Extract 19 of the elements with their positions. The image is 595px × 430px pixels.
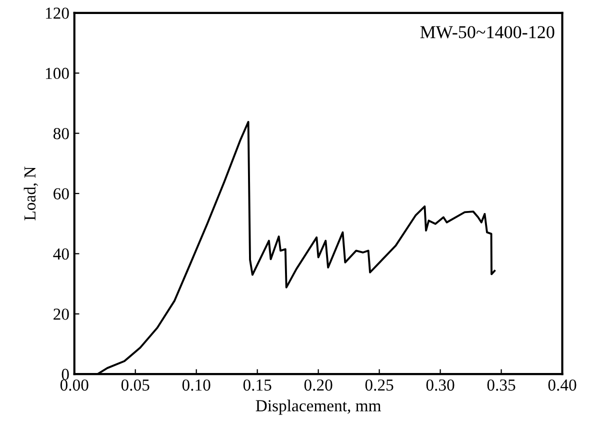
x-tick-label: 0.10 <box>182 379 210 391</box>
y-tick-label: 40 <box>53 248 69 260</box>
x-tick-label: 0.05 <box>121 379 150 391</box>
x-axis-title: Displacement, mm <box>256 400 382 415</box>
annotation: MW-50~1400-120 <box>420 26 554 38</box>
y-tick-label: 20 <box>54 308 69 320</box>
y-tick-label: 120 <box>46 8 69 19</box>
y-axis-title: Load, N <box>24 166 38 220</box>
y-tick-label: 80 <box>53 128 69 140</box>
x-tick-label: 0.30 <box>426 379 454 391</box>
y-tick-label: 60 <box>54 188 69 200</box>
x-tick-label: 0.20 <box>304 379 332 391</box>
y-tick-label: 100 <box>46 68 69 80</box>
x-tick-label: 0.15 <box>243 379 272 391</box>
x-tick-label: 0.35 <box>487 379 516 391</box>
x-tick-label: 0.25 <box>365 379 394 391</box>
y-tick-label: 0 <box>62 368 69 380</box>
x-tick-label: 0.40 <box>548 379 576 391</box>
x-tick-label: 0.00 <box>60 379 88 391</box>
